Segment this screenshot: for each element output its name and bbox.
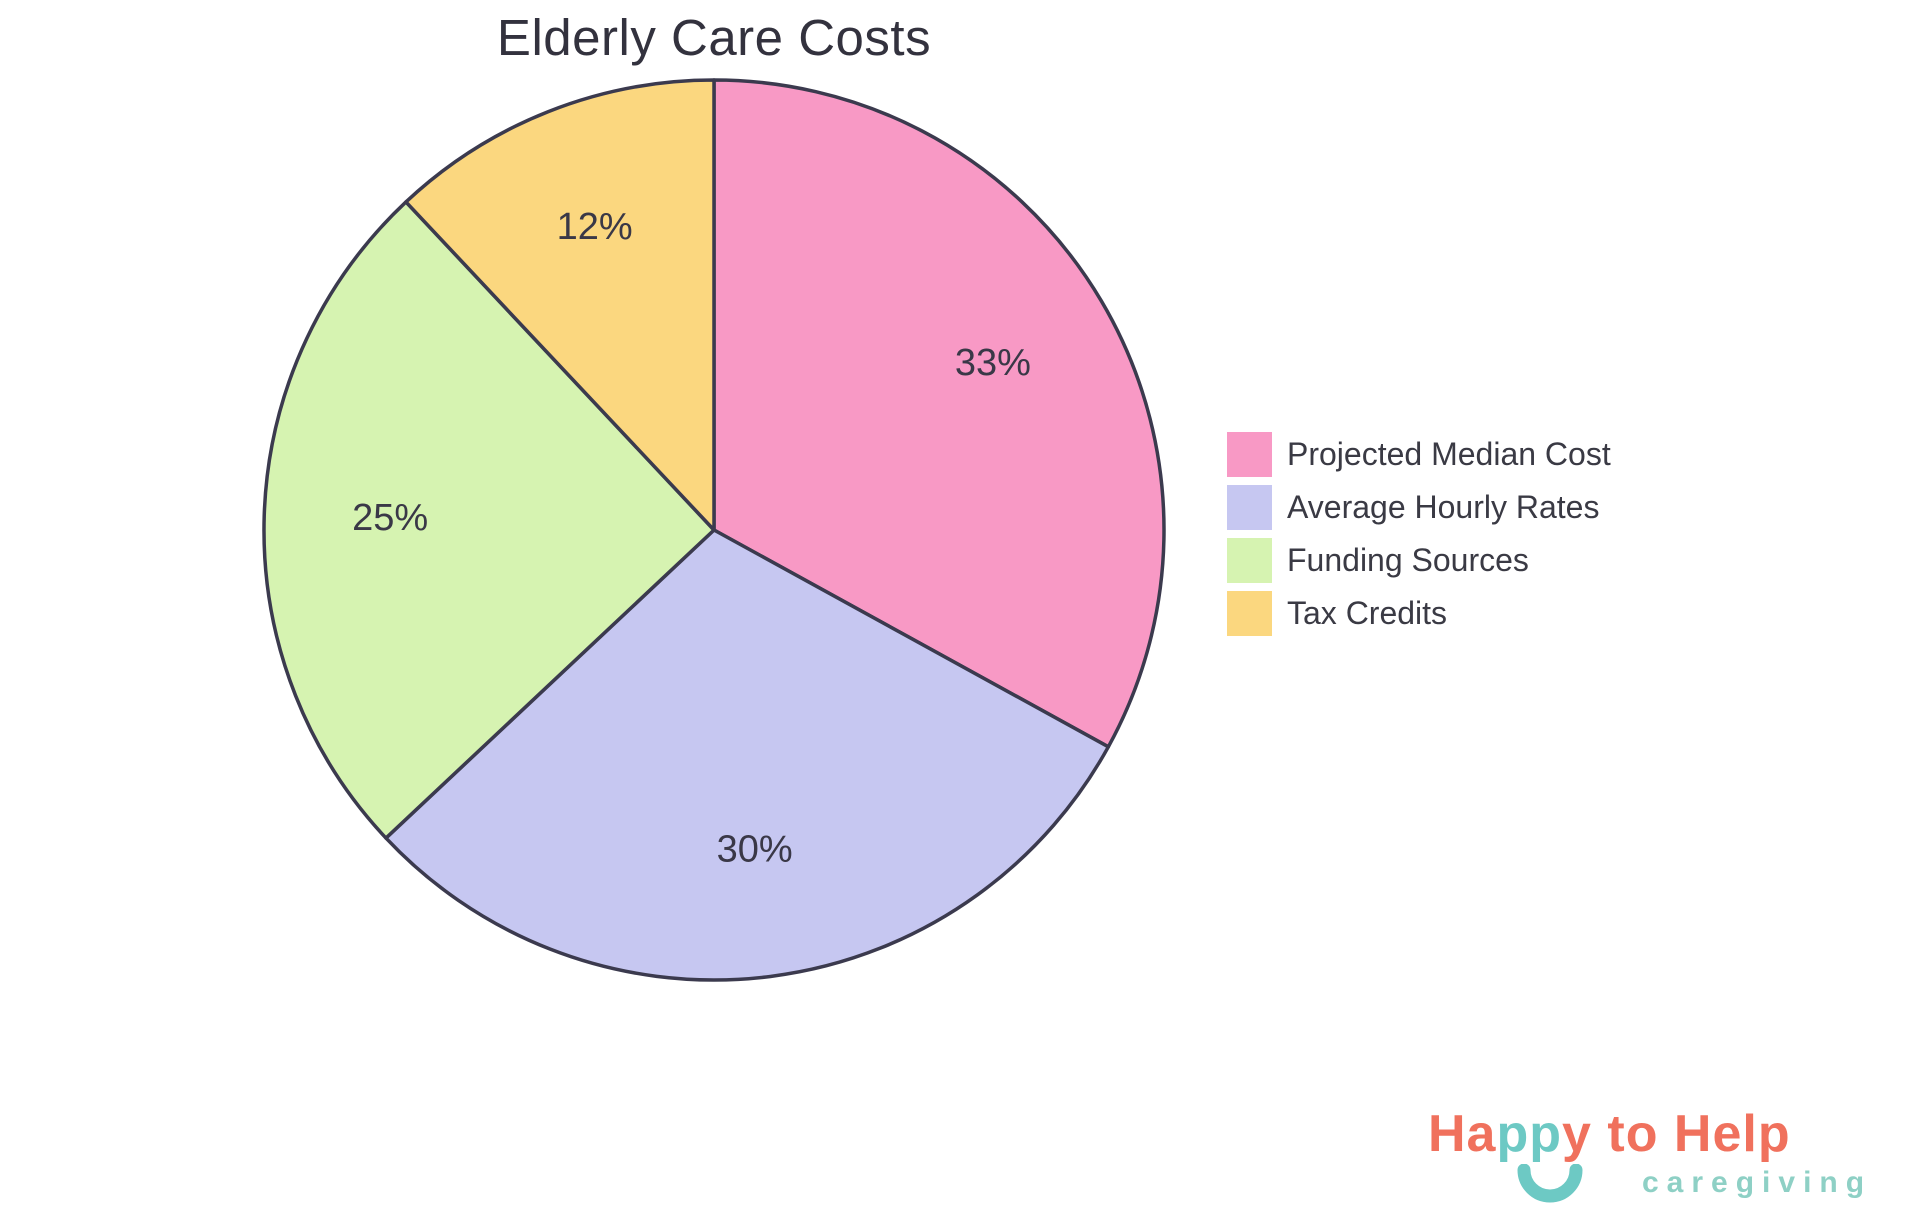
legend-item: Average Hourly Rates — [1227, 485, 1611, 530]
legend-swatch — [1227, 538, 1272, 583]
legend-item: Projected Median Cost — [1227, 432, 1611, 477]
smile-icon — [1517, 1164, 1583, 1203]
pie-slice-percentage-label: 30% — [717, 828, 793, 870]
chart-title: Elderly Care Costs — [496, 9, 932, 66]
legend-swatch — [1227, 591, 1272, 636]
happy-to-help-logo: Happy to Help caregiving — [1418, 1104, 1908, 1212]
pie-slice-projected-median-cost — [712, 78, 1166, 749]
pie-slice-percentage-label: 33% — [955, 342, 1031, 384]
logo-text-part: Ha — [1428, 1105, 1497, 1163]
logo-tagline: caregiving — [1642, 1166, 1873, 1199]
legend-swatch — [1227, 485, 1272, 530]
logo-wordmark: Happy to Help — [1428, 1104, 1791, 1164]
legend-item: Funding Sources — [1227, 538, 1611, 583]
logo-text-part: y to Help — [1562, 1105, 1791, 1163]
pie-slice-percentage-label: 25% — [352, 497, 428, 539]
legend-item: Tax Credits — [1227, 591, 1611, 636]
pie-slice-percentage-label: 12% — [557, 206, 633, 248]
legend-label: Average Hourly Rates — [1287, 489, 1600, 525]
pie-slice-tax-credits — [404, 78, 716, 532]
legend-swatch — [1227, 432, 1272, 477]
legend-label: Tax Credits — [1287, 595, 1448, 631]
logo-text-part: pp — [1496, 1105, 1563, 1163]
pie-slice-funding-sources — [262, 200, 716, 840]
legend-label: Projected Median Cost — [1287, 436, 1611, 472]
legend-label: Funding Sources — [1287, 542, 1529, 578]
legend: Projected Median Cost Average Hourly Rat… — [1227, 432, 1611, 644]
pie-slice-average-hourly-rates — [384, 528, 1111, 982]
